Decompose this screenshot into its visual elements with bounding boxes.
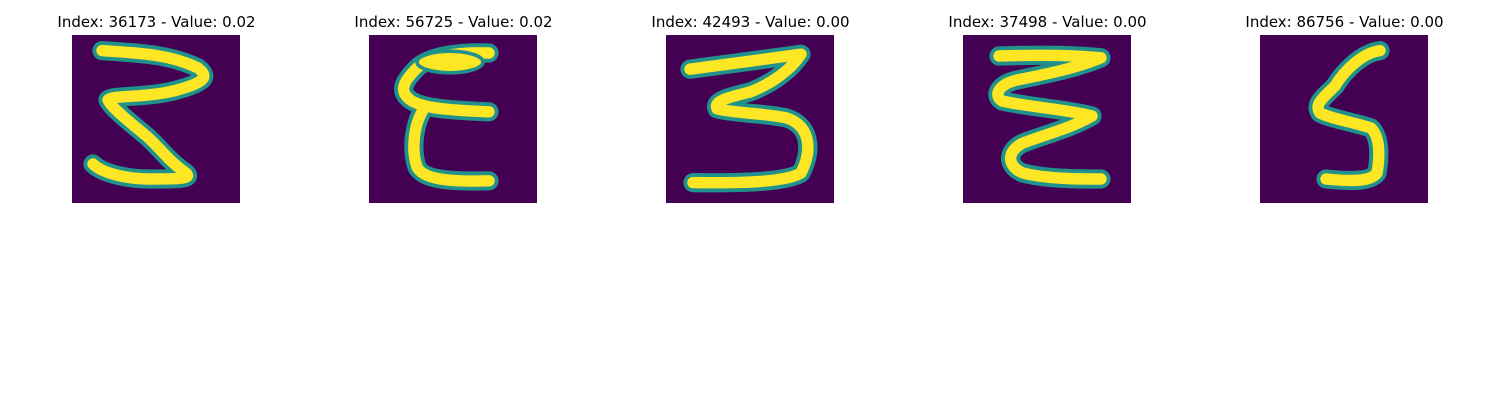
image-panel-2: Index: 56725 - Value: 0.02 bbox=[305, 0, 602, 210]
image-panel-4: Index: 37498 - Value: 0.00 bbox=[899, 0, 1196, 210]
digit-image-3 bbox=[666, 35, 834, 203]
digit-image-4 bbox=[963, 35, 1131, 203]
glyph-stroke-core-1 bbox=[87, 44, 210, 185]
digit-image-2 bbox=[369, 35, 537, 203]
digit-glyph-5 bbox=[1260, 35, 1428, 203]
glyph-stroke-core-4 bbox=[992, 49, 1107, 185]
panel-title-4: Index: 37498 - Value: 0.00 bbox=[948, 13, 1147, 31]
panel-title-1: Index: 36173 - Value: 0.02 bbox=[57, 13, 256, 31]
glyph-blob-2 bbox=[415, 49, 485, 75]
glyph-stroke-core-5 bbox=[1312, 44, 1386, 187]
digit-glyph-1 bbox=[72, 35, 240, 203]
digit-glyph-4 bbox=[963, 35, 1131, 203]
panel-title-2: Index: 56725 - Value: 0.02 bbox=[354, 13, 553, 31]
panel-title-3: Index: 42493 - Value: 0.00 bbox=[651, 13, 850, 31]
digit-image-1 bbox=[72, 35, 240, 203]
digit-image-5 bbox=[1260, 35, 1428, 203]
digit-glyph-2 bbox=[369, 35, 537, 203]
image-panel-1: Index: 36173 - Value: 0.02 bbox=[8, 0, 305, 210]
digit-glyph-3 bbox=[666, 35, 834, 203]
image-panel-3: Index: 42493 - Value: 0.00 bbox=[602, 0, 899, 210]
image-panel-5: Index: 86756 - Value: 0.00 bbox=[1196, 0, 1493, 210]
panel-title-5: Index: 86756 - Value: 0.00 bbox=[1245, 13, 1444, 31]
glyph-stroke-core-3 bbox=[684, 48, 814, 189]
